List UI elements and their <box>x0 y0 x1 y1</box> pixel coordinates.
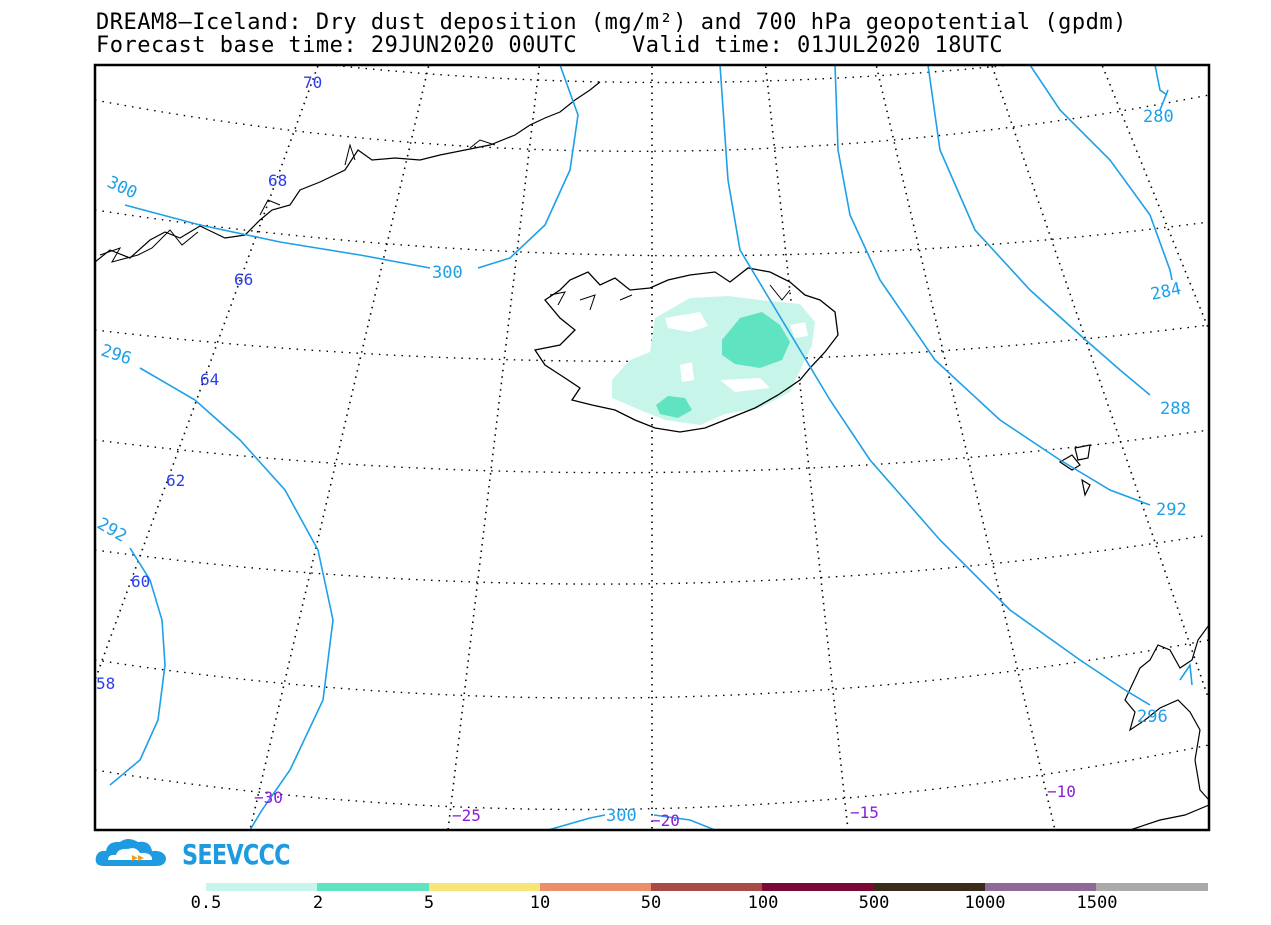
colorbar-tick-5: 5 <box>423 893 435 913</box>
colorbar-tick-2: 2 <box>312 893 324 913</box>
contour-label-300-b: 300 <box>104 172 140 203</box>
colorbar-swatch-9 <box>1096 883 1208 891</box>
map-frame <box>93 63 1211 832</box>
map-title: DREAM8—Iceland: Dry dust deposition (mg/… <box>96 10 1127 35</box>
greenland-coastline <box>95 81 601 263</box>
lat-label-62: 62 <box>166 471 185 490</box>
lon-label-minus15: −15 <box>850 803 879 822</box>
contour-label-296-a: 296 <box>98 341 133 370</box>
contour-label-292-b: 292 <box>1156 500 1187 520</box>
lon-label-minus25: −25 <box>452 806 481 825</box>
lat-label-64: 64 <box>200 370 219 389</box>
latitude-grid <box>95 65 1209 811</box>
lat-label-70: 70 <box>303 73 322 92</box>
colorbar-swatch-1 <box>206 883 318 891</box>
contour-label-296-b: 296 <box>1137 707 1168 727</box>
colorbar-tick-100: 100 <box>747 893 779 913</box>
colorbar-tick-500: 500 <box>858 893 890 913</box>
iceland-coastline <box>533 267 839 433</box>
lat-label-68: 68 <box>268 171 287 190</box>
geopotential-contours <box>109 65 1193 830</box>
contour-label-280: 280 <box>1143 107 1174 127</box>
faroe-islands <box>1058 444 1091 497</box>
colorbar-tick-50: 50 <box>640 893 662 913</box>
colorbar-tick-1000: 1000 <box>964 893 1006 913</box>
contour-label-292-a: 292 <box>94 514 131 547</box>
cloud-icon <box>95 839 166 866</box>
contour-label-288: 288 <box>1160 399 1191 419</box>
lon-label-minus10: −10 <box>1047 782 1076 801</box>
map-subtitle: Forecast base time: 29JUN2020 00UTC Vali… <box>96 33 1004 58</box>
contour-label-284: 284 <box>1149 279 1183 305</box>
longitude-grid <box>95 65 1209 830</box>
lat-label-60: 60 <box>131 572 150 591</box>
colorbar-swatch-2 <box>317 883 429 891</box>
norway-coastline <box>1124 624 1209 830</box>
colorbar-swatch-8 <box>985 883 1097 891</box>
contour-label-300-c: 300 <box>606 806 637 826</box>
lon-label-minus20: −20 <box>651 811 680 830</box>
dust-deposition-light <box>612 296 815 425</box>
contour-label-300-a: 300 <box>432 263 463 283</box>
colorbar-swatch-3 <box>428 883 540 891</box>
colorbar <box>206 883 1208 891</box>
seevccc-logo: SEEVCCC <box>94 836 304 872</box>
logo-text: SEEVCCC <box>182 838 291 871</box>
lat-label-58: 58 <box>96 674 115 693</box>
colorbar-tick-0.5: 0.5 <box>190 893 222 913</box>
colorbar-tick-10: 10 <box>529 893 551 913</box>
colorbar-tick-1500: 1500 <box>1076 893 1118 913</box>
colorbar-swatch-4 <box>539 883 652 891</box>
colorbar-swatch-6 <box>762 883 874 891</box>
dust-deposition-medium <box>656 312 790 418</box>
colorbar-swatch-5 <box>651 883 763 891</box>
colorbar-swatch-7 <box>873 883 986 891</box>
lon-label-minus30: −30 <box>254 788 283 807</box>
lat-label-66: 66 <box>234 270 253 289</box>
